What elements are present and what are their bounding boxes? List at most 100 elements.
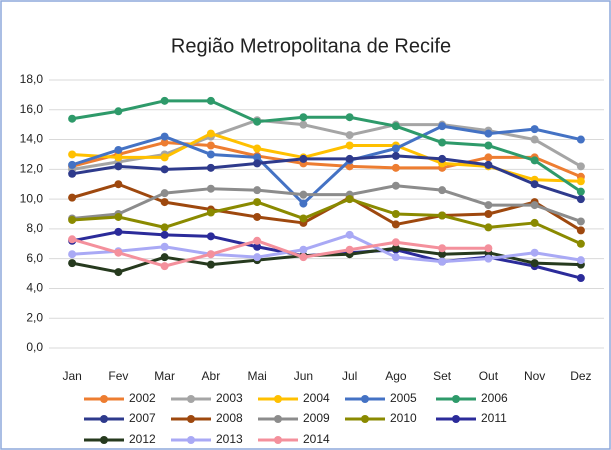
legend-label: 2004 bbox=[303, 391, 330, 405]
x-tick-label: Jan bbox=[62, 369, 81, 383]
data-point bbox=[576, 226, 585, 235]
x-tick-label: Set bbox=[433, 369, 452, 383]
legend-marker bbox=[187, 395, 195, 403]
data-point bbox=[68, 169, 77, 178]
data-point bbox=[114, 153, 123, 162]
legend-marker bbox=[361, 415, 369, 423]
series-line bbox=[71, 184, 582, 223]
data-point bbox=[160, 223, 169, 232]
legend-label: 2002 bbox=[129, 391, 156, 405]
data-point bbox=[484, 153, 493, 162]
data-point bbox=[530, 180, 539, 189]
legend-marker bbox=[361, 395, 369, 403]
data-point bbox=[160, 132, 169, 141]
data-point bbox=[253, 253, 262, 262]
data-point bbox=[253, 198, 262, 207]
data-point bbox=[160, 198, 169, 207]
data-point bbox=[114, 268, 123, 277]
data-point bbox=[160, 230, 169, 239]
data-point bbox=[438, 244, 447, 253]
data-point bbox=[206, 141, 215, 150]
y-tick-label: 4,0 bbox=[26, 281, 43, 295]
data-point bbox=[484, 244, 493, 253]
data-point bbox=[299, 253, 308, 262]
data-point bbox=[206, 129, 215, 138]
data-point bbox=[391, 210, 400, 218]
data-point bbox=[299, 199, 308, 208]
legend-marker bbox=[187, 436, 195, 444]
data-point bbox=[160, 138, 169, 147]
legend-label: 2012 bbox=[129, 432, 156, 446]
legend-label: 2005 bbox=[390, 391, 417, 405]
data-point bbox=[484, 160, 493, 169]
series-line bbox=[71, 124, 582, 206]
y-tick-label: 10,0 bbox=[20, 191, 44, 205]
data-point bbox=[299, 154, 308, 163]
data-point bbox=[391, 144, 400, 153]
data-point bbox=[576, 256, 585, 265]
data-point bbox=[345, 154, 354, 163]
data-point bbox=[576, 162, 585, 171]
series-line bbox=[71, 141, 582, 179]
data-point bbox=[345, 113, 354, 122]
data-point bbox=[576, 135, 585, 144]
data-point bbox=[253, 186, 262, 195]
x-tick-label: Abr bbox=[202, 369, 221, 383]
data-point bbox=[576, 187, 585, 196]
data-point bbox=[160, 253, 169, 262]
x-tick-label: Out bbox=[479, 369, 499, 383]
data-point bbox=[114, 248, 123, 257]
data-point bbox=[68, 215, 77, 224]
data-point bbox=[345, 245, 354, 254]
x-tick-label: Mar bbox=[154, 369, 175, 383]
data-point bbox=[160, 242, 169, 251]
y-tick-label: 6,0 bbox=[26, 251, 43, 265]
y-tick-label: 0,0 bbox=[26, 340, 43, 354]
series-line bbox=[72, 233, 582, 264]
legend-marker bbox=[100, 415, 108, 423]
data-point bbox=[160, 153, 169, 162]
data-point bbox=[530, 259, 539, 268]
legend-label: 2010 bbox=[390, 411, 417, 425]
data-point bbox=[391, 253, 400, 262]
data-point bbox=[484, 201, 493, 210]
legend-label: 2006 bbox=[481, 391, 508, 405]
data-point bbox=[530, 135, 539, 144]
data-point bbox=[206, 250, 215, 259]
data-point bbox=[345, 162, 354, 171]
data-point bbox=[438, 257, 447, 266]
data-point bbox=[576, 217, 585, 226]
data-point bbox=[530, 125, 539, 134]
data-point bbox=[484, 141, 493, 150]
data-point bbox=[576, 239, 585, 248]
y-tick-label: 12,0 bbox=[20, 162, 44, 176]
data-point bbox=[484, 223, 493, 232]
data-point bbox=[530, 248, 539, 257]
series-line bbox=[71, 99, 582, 193]
data-point bbox=[484, 254, 493, 263]
data-point bbox=[206, 232, 215, 241]
data-point bbox=[530, 201, 539, 210]
legend-marker bbox=[100, 395, 108, 403]
data-point bbox=[160, 189, 169, 198]
data-point bbox=[345, 195, 354, 204]
legend-marker bbox=[452, 415, 460, 423]
data-point bbox=[206, 208, 215, 217]
data-point bbox=[160, 96, 169, 105]
x-tick-label: Mai bbox=[247, 369, 266, 383]
x-tick-label: Ago bbox=[385, 369, 407, 383]
y-tick-label: 2,0 bbox=[26, 310, 43, 324]
y-tick-label: 18,0 bbox=[20, 72, 44, 86]
data-point bbox=[576, 195, 585, 204]
data-point bbox=[160, 262, 169, 271]
data-point bbox=[576, 177, 585, 186]
data-point bbox=[114, 227, 123, 236]
data-point bbox=[484, 210, 493, 218]
data-point bbox=[576, 274, 585, 283]
data-point bbox=[438, 138, 447, 147]
data-point bbox=[206, 163, 215, 172]
data-point bbox=[114, 107, 123, 116]
data-point bbox=[391, 122, 400, 131]
data-point bbox=[391, 181, 400, 190]
